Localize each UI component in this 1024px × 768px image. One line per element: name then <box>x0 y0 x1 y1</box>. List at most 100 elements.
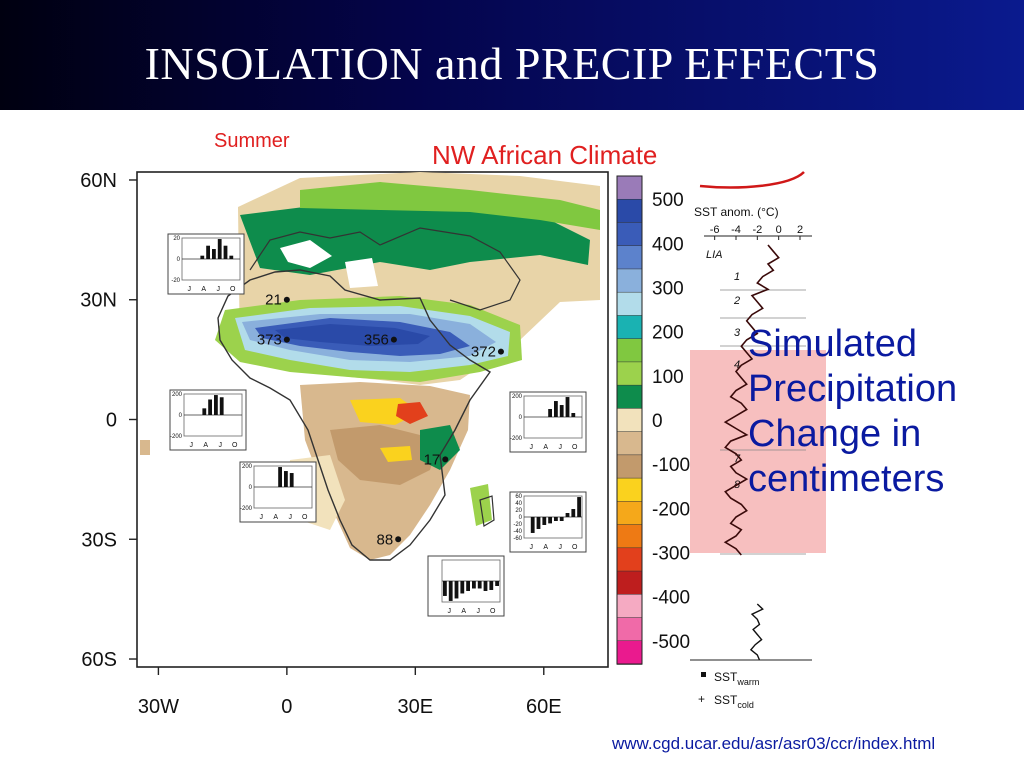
sst-series-upper <box>723 244 780 556</box>
colorbar-tick-label: -300 <box>652 543 690 564</box>
caption-line: Simulated <box>748 323 917 365</box>
inset-bar <box>489 581 494 590</box>
inset-bar <box>548 409 552 417</box>
colorbar-tick-label: -200 <box>652 499 690 520</box>
sst-legend-label: SSTcold <box>714 693 754 710</box>
inset-y-tick: 20 <box>173 236 180 242</box>
summer-label: Summer <box>214 130 290 152</box>
central-red <box>396 402 428 424</box>
inset-y-tick: -20 <box>513 522 522 528</box>
inset-bar <box>548 517 552 524</box>
location-value-label: 372 <box>471 344 496 361</box>
source-url[interactable]: www.cgd.ucar.edu/asr/asr03/ccr/index.htm… <box>612 734 936 753</box>
y-tick-label: 60S <box>81 649 117 671</box>
colorbar-cell <box>616 384 643 410</box>
sst-tick-label: -6 <box>710 224 720 236</box>
inset-bar <box>559 405 564 417</box>
inset-x-tick: J <box>477 608 481 615</box>
sst-tick-label: -2 <box>752 224 762 236</box>
colorbar-cell <box>616 431 643 456</box>
colorbar-tick-label: 100 <box>652 367 684 388</box>
inset-bar <box>212 249 216 259</box>
inset-y-tick: -20 <box>171 278 180 284</box>
inset-y-tick: 20 <box>515 508 522 514</box>
inset-bar <box>571 509 576 517</box>
sst-legend-marker-cold: + <box>698 692 705 706</box>
inset-central: 200 0 -200 J A J O <box>239 461 317 523</box>
inset-bar <box>284 471 288 487</box>
inset-frame <box>509 491 587 553</box>
sst-stage-label: 3 <box>734 327 741 339</box>
inset-y-tick: 200 <box>242 464 253 470</box>
location-dot <box>442 456 449 463</box>
inset-x-tick: A <box>543 444 548 451</box>
y-tick-label: 30S <box>81 529 117 551</box>
inset-y-tick: -200 <box>170 434 183 440</box>
madagascar-coastline <box>479 495 495 527</box>
inset-bar <box>565 513 570 517</box>
colorbar-tick-label: 200 <box>652 323 684 344</box>
inset-bar <box>448 581 453 601</box>
inset-y-tick: -40 <box>513 529 522 535</box>
colorbar-cell <box>616 268 643 293</box>
x-tick-label: 60E <box>526 696 562 718</box>
inset-bar <box>278 467 282 487</box>
colorbar-cell <box>616 454 643 479</box>
inset-x-tick: J <box>190 442 194 449</box>
north-light-green <box>300 182 600 230</box>
location-dot <box>390 336 397 343</box>
caption-line: centimeters <box>748 458 945 500</box>
colorbar-frame <box>616 175 643 665</box>
inset-bar <box>202 408 207 415</box>
inset-x-tick: O <box>572 444 578 451</box>
east-yellow <box>380 446 412 462</box>
location-value-label: 356 <box>364 332 389 349</box>
x-tick-label: 0 <box>281 696 292 718</box>
inset-x-tick: J <box>217 286 221 293</box>
inset-bar <box>219 397 224 415</box>
colorbar-tick-label: 500 <box>652 190 684 211</box>
pink-highlight-band <box>690 350 826 553</box>
colorbar-tick-label: -100 <box>652 455 690 476</box>
colorbar-tick-label: 400 <box>652 234 684 255</box>
inset-x-tick: A <box>203 442 208 449</box>
location-value-label: 373 <box>257 332 282 349</box>
inset-y-tick: 200 <box>512 394 523 400</box>
sst-stage-label: 4 <box>734 359 740 371</box>
colorbar-tick-label: -500 <box>652 632 690 653</box>
inset-y-tick: 60 <box>515 494 522 500</box>
inset-bar <box>565 397 570 417</box>
sst-axis-title: SST anom. (°C) <box>694 205 779 219</box>
colorbar-cell <box>616 291 643 317</box>
y-tick-label: 60N <box>80 170 117 192</box>
inset-north: 20 0 -20 J A J O <box>167 233 245 295</box>
colorbar-tick-label: 300 <box>652 279 684 300</box>
inset-bar <box>495 581 499 586</box>
inset-frame <box>167 233 245 295</box>
inset-bar <box>559 517 564 521</box>
inset-x-tick: J <box>448 608 452 615</box>
inset-x-tick: A <box>543 544 548 551</box>
inset-bar <box>217 239 222 259</box>
inset-x-tick: O <box>232 442 238 449</box>
sst-stage-label: 1 <box>734 271 740 283</box>
europe-coastline <box>249 227 521 311</box>
inset-y-tick: 0 <box>177 257 181 263</box>
atlantic-patch <box>140 440 150 455</box>
africa-coastline <box>217 269 492 561</box>
location-dot <box>283 336 290 343</box>
inset-y-tick: 0 <box>519 515 523 521</box>
inset-east: 200 0 -200 J A J O <box>509 391 587 453</box>
colorbar-cell <box>616 524 643 549</box>
italy-gap <box>345 258 378 288</box>
colorbar-cell <box>616 594 643 619</box>
inset-frame <box>239 461 317 523</box>
location-value-label: 21 <box>265 292 282 309</box>
inset-x-tick: J <box>260 514 264 521</box>
colorbar-cell <box>616 175 643 200</box>
sst-stage-label: LIA <box>706 249 723 261</box>
sst-legend-subscript: warm <box>736 677 759 687</box>
inset-x-tick: O <box>230 286 236 293</box>
caption-line: Precipitation <box>748 368 958 410</box>
